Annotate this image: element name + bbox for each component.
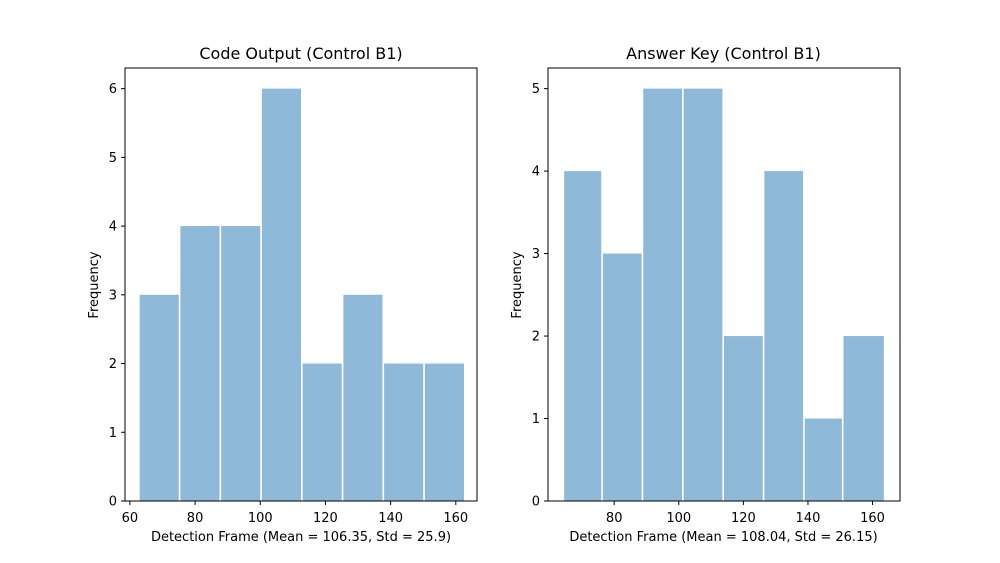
answer-key-x-tick-label: 80 [606, 511, 623, 526]
answer-key-x-tick-label: 120 [731, 511, 756, 526]
code-output-x-ticks: 60 80 100 120 140 160 [122, 501, 468, 526]
code-output-x-tick-label: 160 [443, 511, 468, 526]
answer-key-bar-5 [724, 336, 763, 501]
answer-key-bar-7 [804, 418, 842, 501]
code-output-bar-4 [261, 88, 301, 501]
code-output-title: Code Output (Control B1) [199, 44, 402, 63]
code-output-x-tick-label: 120 [313, 511, 338, 526]
code-output-y-axis-label: Frequency [87, 251, 102, 318]
answer-key-x-ticks: 80 100 120 140 160 [606, 501, 885, 526]
code-output-bars [139, 88, 464, 502]
code-output-bar-3 [221, 226, 261, 502]
answer-key-x-tick-label: 100 [666, 511, 691, 526]
answer-key-y-tick-label: 5 [532, 82, 540, 97]
code-output-bar-8 [424, 363, 464, 501]
code-output-x-tick-label: 140 [378, 511, 403, 526]
code-output-y-tick-label: 0 [109, 495, 117, 510]
code-output-y-tick-label: 6 [109, 82, 117, 97]
answer-key-x-axis-label: Detection Frame (Mean = 108.04, Std = 26… [569, 530, 877, 545]
code-output-y-tick-label: 5 [109, 151, 117, 166]
answer-key-title: Answer Key (Control B1) [626, 44, 821, 63]
answer-key-bar-2 [602, 253, 642, 501]
code-output-x-tick-label: 60 [122, 511, 139, 526]
code-output-x-axis-label: Detection Frame (Mean = 106.35, Std = 25… [151, 530, 451, 545]
answer-key-axes-frame [547, 67, 901, 502]
answer-key-bar-8 [843, 336, 884, 501]
code-output-y-tick-label: 4 [109, 220, 117, 235]
code-output-x-tick-label: 80 [187, 511, 204, 526]
code-output-bar-1 [139, 294, 179, 501]
answer-key-y-tick-label: 0 [532, 495, 540, 510]
answer-key-bar-6 [764, 171, 804, 501]
code-output-axes-frame [124, 67, 478, 502]
answer-key-bars [564, 88, 884, 501]
answer-key-bar-4 [683, 88, 723, 501]
code-output-bar-5 [302, 363, 342, 501]
code-output-bar-6 [343, 294, 383, 501]
answer-key-bar-3 [643, 88, 683, 501]
code-output-panel: Code Output (Control B1) 60 80 100 120 140 16… [87, 44, 478, 545]
code-output-y-ticks: 0 1 2 3 4 5 6 [109, 82, 125, 510]
answer-key-bar-1 [564, 171, 602, 501]
code-output-bar-7 [384, 363, 424, 501]
code-output-y-tick-label: 1 [109, 426, 117, 441]
answer-key-y-tick-label: 2 [532, 330, 540, 345]
code-output-x-tick-label: 100 [248, 511, 273, 526]
code-output-y-tick-label: 3 [109, 288, 117, 303]
answer-key-y-ticks: 0 1 2 3 4 5 [532, 82, 548, 510]
answer-key-x-tick-label: 140 [796, 511, 821, 526]
answer-key-y-tick-label: 3 [532, 247, 540, 262]
answer-key-x-tick-label: 160 [860, 511, 885, 526]
answer-key-y-axis-label: Frequency [510, 251, 525, 318]
answer-key-y-tick-label: 1 [532, 412, 540, 427]
code-output-bar-2 [180, 226, 220, 502]
code-output-y-tick-label: 2 [109, 357, 117, 372]
answer-key-y-tick-label: 4 [532, 165, 540, 180]
answer-key-panel: Answer Key (Control B1) 80 100 120 140 160 0… [510, 44, 901, 545]
